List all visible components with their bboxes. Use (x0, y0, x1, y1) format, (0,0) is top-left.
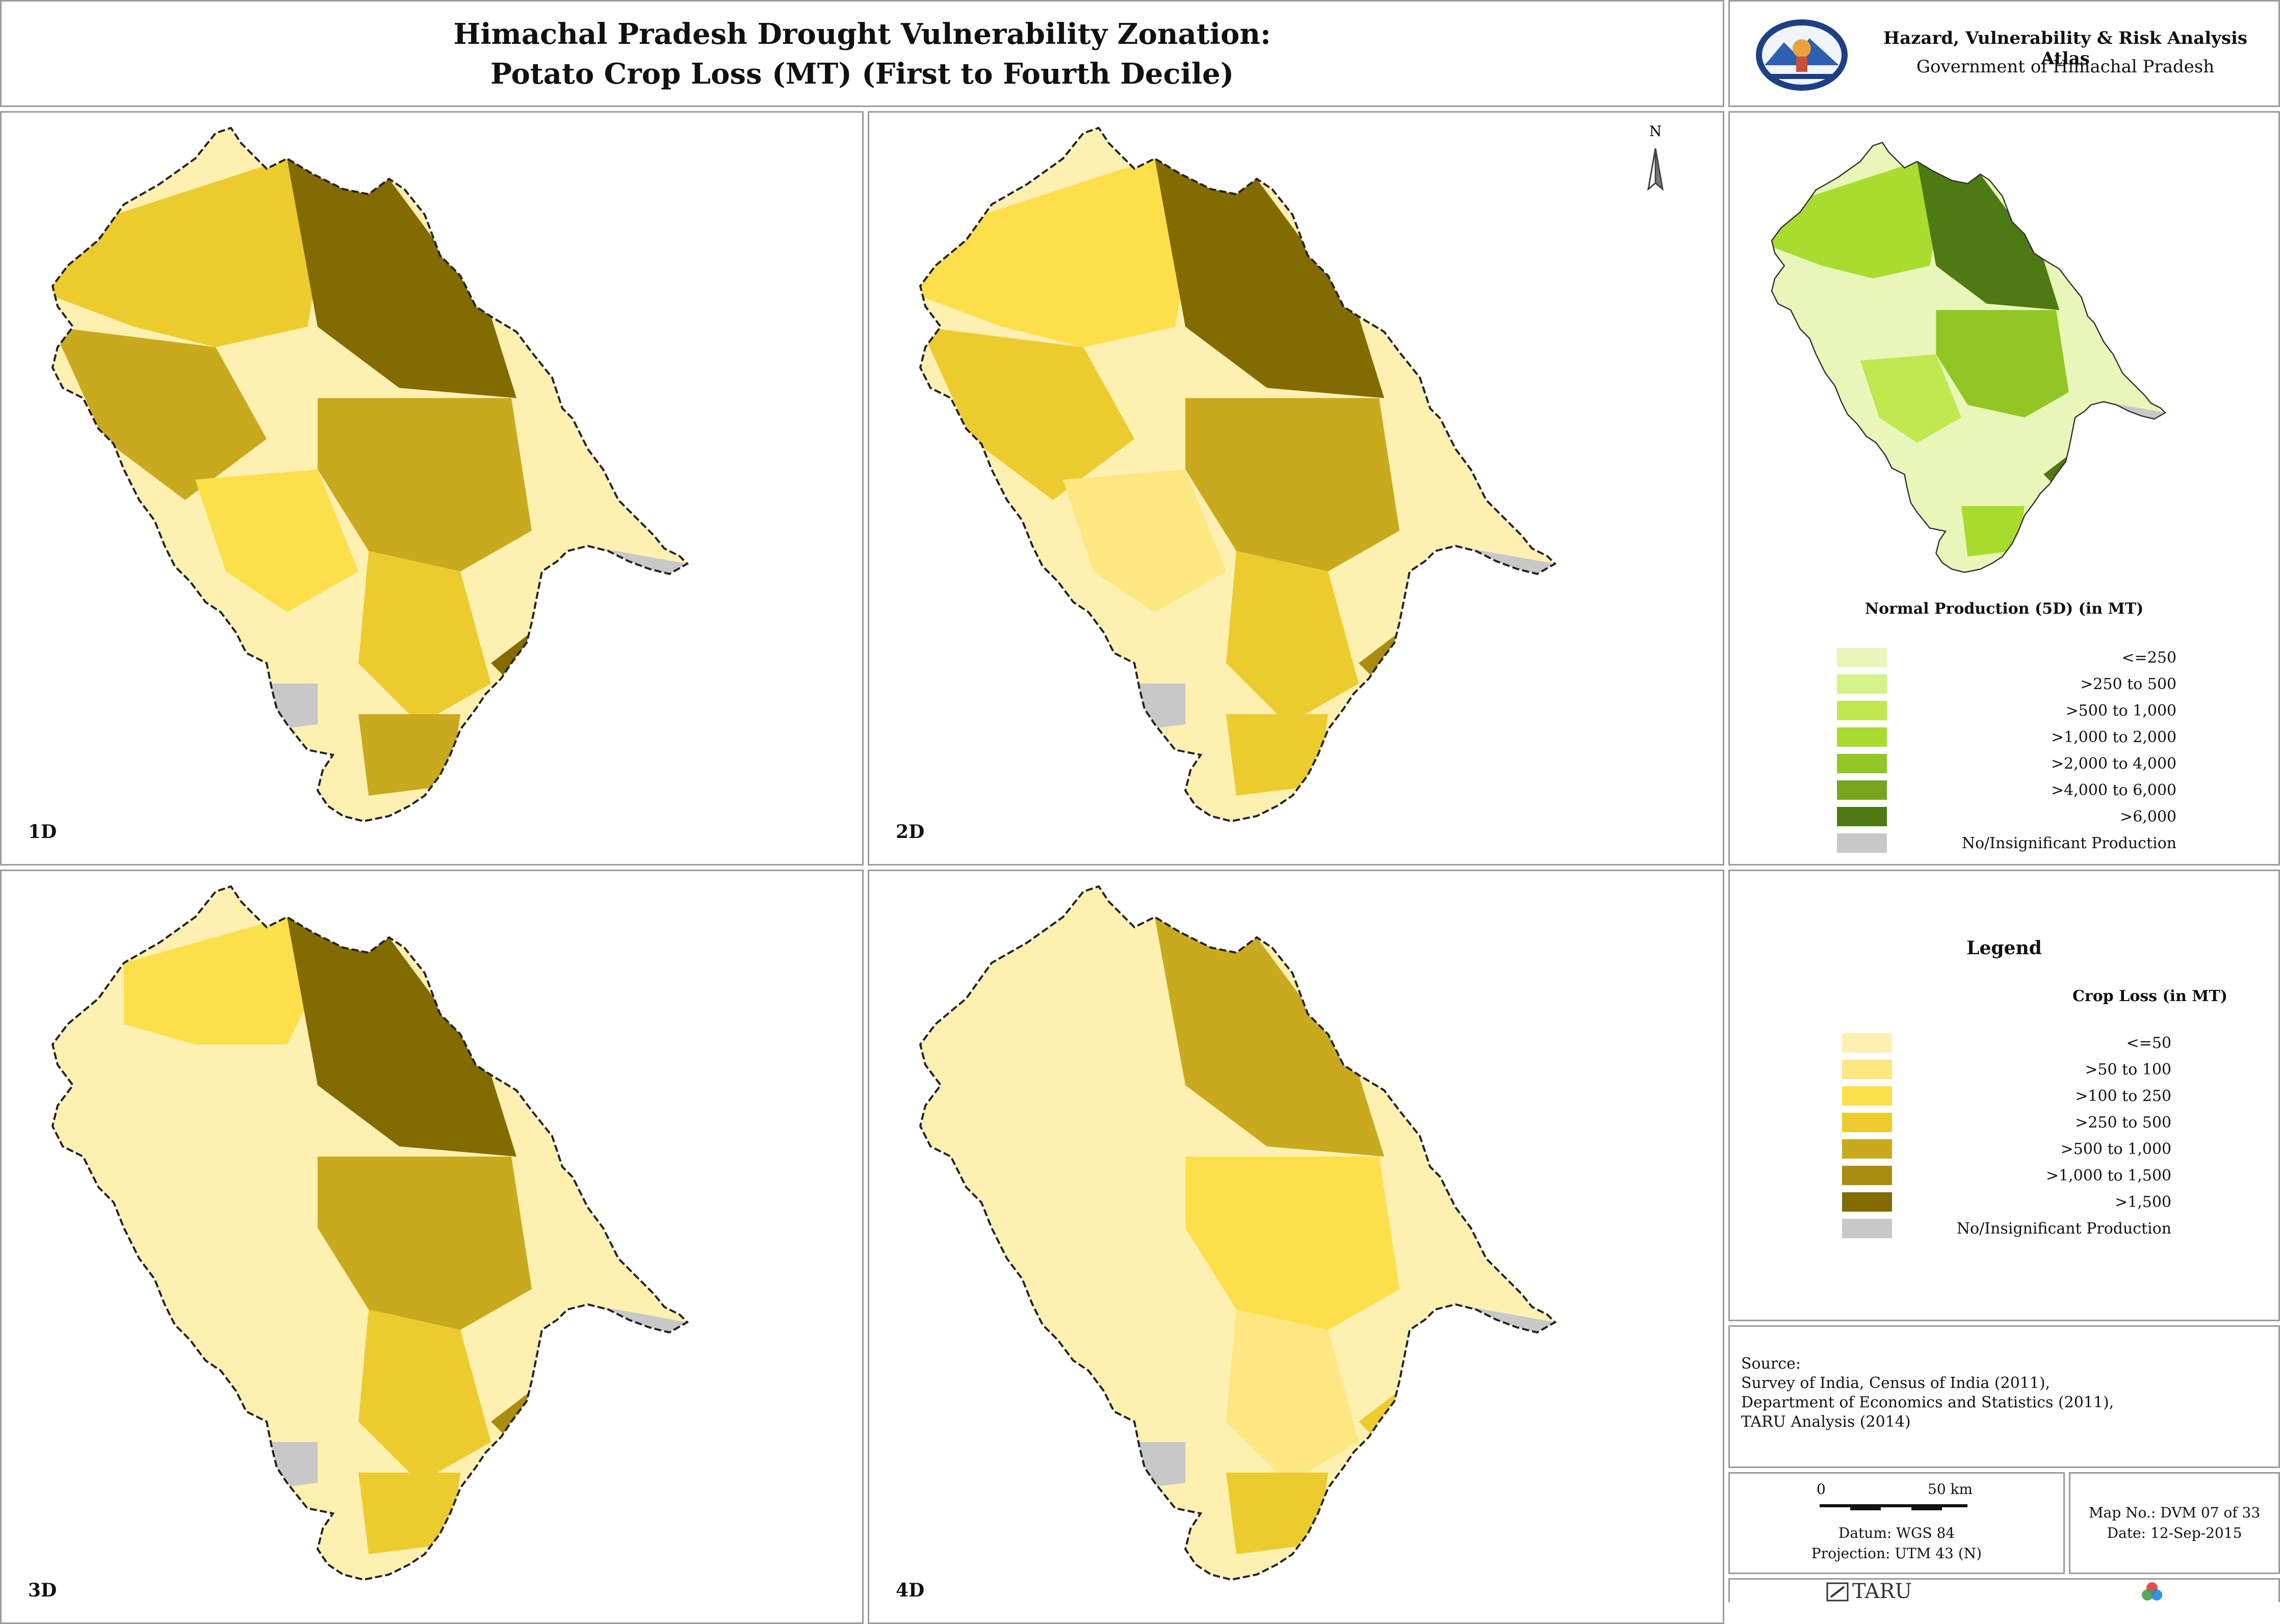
source-line-1: Survey of India, Census of India (2011), (1741, 1374, 2051, 1392)
choropleth-map-1d (51, 127, 688, 822)
map-label-4d: 4D (896, 1580, 925, 1601)
normal-production-legend-swatch (1837, 807, 1887, 826)
crop-loss-legend-label: >1,000 to 1,500 (2045, 1167, 2171, 1185)
government-emblem-icon (1756, 19, 1848, 91)
crop-loss-legend-label: >250 to 500 (2075, 1114, 2171, 1132)
normal-production-legend-label: <=250 (2121, 649, 2177, 667)
atlas-name: Hazard, Vulnerability & Risk Analysis At… (1883, 28, 2248, 69)
normal-production-legend-label: No/Insignificant Production (1961, 834, 2177, 852)
choropleth-map-4d (919, 885, 1556, 1581)
choropleth-map-2d: N (919, 123, 1664, 822)
normal-production-legend-row: <=250 (1730, 648, 2278, 668)
normal-production-legend-row: >500 to 1,000 (1730, 701, 2278, 721)
normal-production-legend-swatch (1837, 780, 1887, 800)
crop-loss-legend-label: >50 to 100 (2085, 1061, 2171, 1079)
normal-production-legend-label: >250 to 500 (2080, 675, 2177, 693)
map-number: Map No.: DVM 07 of 33 (2088, 1504, 2261, 1521)
crop-loss-legend-row: No/Insignificant Production (1730, 1219, 2278, 1239)
normal-production-title: Normal Production (5D) (in MT) (1864, 600, 2144, 618)
normal-production-legend-swatch (1837, 648, 1887, 667)
normal-production-legend-swatch (1837, 701, 1887, 720)
map-panel-2d: N 2D (868, 111, 1724, 866)
normal-production-legend-swatch (1837, 833, 1887, 853)
crop-loss-legend-row: >250 to 500 (1730, 1113, 2278, 1133)
crop-loss-legend-swatch (1842, 1139, 1892, 1159)
source-heading: Source: (1741, 1355, 1801, 1373)
crop-loss-legend-swatch (1842, 1060, 1892, 1079)
normal-production-legend-swatch (1837, 727, 1887, 747)
crop-loss-legend-label: <=50 (2126, 1034, 2171, 1052)
map-date: Date: 12-Sep-2015 (2107, 1525, 2242, 1541)
scale-panel: 0 50 km Datum: WGS 84 Projection: UTM 43… (1728, 1472, 2065, 1574)
map-panel-1d: 1D (0, 111, 864, 866)
normal-production-panel: Normal Production (5D) (in MT) <=250 >250… (1728, 111, 2280, 866)
normal-production-legend-label: >500 to 1,000 (2065, 702, 2177, 720)
map-title-line1: Himachal Pradesh Drought Vulnerability Z… (453, 17, 1271, 51)
datum: Datum: WGS 84 (1838, 1525, 1955, 1541)
choropleth-map-3d (51, 885, 688, 1581)
normal-production-legend-label: >2,000 to 4,000 (2051, 755, 2177, 773)
legend-title: Legend (1966, 937, 2042, 959)
normal-production-legend-row: >250 to 500 (1730, 674, 2278, 695)
crop-loss-legend-label: >1,500 (2114, 1193, 2171, 1211)
map-panel-4d: 4D (868, 870, 1724, 1624)
normal-production-legend-swatch (1837, 754, 1887, 773)
atlas-header-panel: Hazard, Vulnerability & Risk Analysis At… (1728, 0, 2280, 107)
north-label: N (1649, 123, 1662, 140)
taru-logo-icon (1826, 1582, 1849, 1602)
crop-loss-legend-label: >500 to 1,000 (2060, 1140, 2171, 1158)
map-label-1d: 1D (28, 821, 57, 843)
crop-loss-legend-swatch (1842, 1192, 1892, 1212)
crop-loss-legend-row: >500 to 1,000 (1730, 1139, 2278, 1160)
crop-loss-legend-row: >100 to 250 (1730, 1086, 2278, 1107)
crop-loss-legend-swatch (1842, 1113, 1892, 1132)
normal-production-legend-row: >1,000 to 2,000 (1730, 727, 2278, 748)
map-panel-3d: 3D (0, 870, 864, 1624)
normal-production-legend-swatch (1837, 674, 1887, 694)
footer-panel: TARU (1728, 1578, 2280, 1602)
normal-production-legend-row: >2,000 to 4,000 (1730, 754, 2278, 774)
normal-production-legend-row: >4,000 to 6,000 (1730, 780, 2278, 801)
crop-loss-legend: <=50 >50 to 100 >100 to 250 >250 to 500 >500… (1730, 871, 2278, 1320)
scale-end: 50 km (1928, 1481, 1973, 1498)
crop-loss-legend-row: >1,500 (1730, 1192, 2278, 1213)
normal-production-legend-row: >6,000 (1730, 807, 2278, 827)
normal-production-inset-map (1771, 142, 2166, 573)
map-info-panel: Map No.: DVM 07 of 33 Date: 12-Sep-2015 (2069, 1472, 2280, 1574)
taru-brand: TARU (1852, 1580, 1912, 1602)
normal-production-legend-label: >1,000 to 2,000 (2051, 728, 2177, 746)
source-panel: Source: Survey of India, Census of India… (1728, 1325, 2280, 1468)
normal-production-legend-row: No/Insignificant Production (1730, 833, 2278, 854)
source-line-2: Department of Economics and Statistics (… (1741, 1394, 2114, 1411)
normal-production-legend: <=250 >250 to 500 >500 to 1,000 >1,000 to 2… (1730, 113, 2278, 864)
scale-start: 0 (1817, 1481, 1826, 1498)
title-panel: Himachal Pradesh Drought Vulnerability Z… (0, 0, 1724, 107)
projection: Projection: UTM 43 (N) (1811, 1545, 1982, 1562)
legend-panel: Legend Crop Loss (in MT) <=50 >50 to 100 >… (1728, 870, 2280, 1321)
crop-loss-legend-row: >1,000 to 1,500 (1730, 1166, 2278, 1186)
source-line-3: TARU Analysis (2014) (1741, 1413, 1911, 1431)
crop-loss-legend-label: No/Insignificant Production (1956, 1220, 2171, 1238)
atlas-government: Government of Himachal Pradesh (1916, 57, 2215, 77)
crop-loss-legend-swatch (1842, 1166, 1892, 1185)
crop-loss-legend-row: >50 to 100 (1730, 1060, 2278, 1080)
rgb-logo-icon (2142, 1582, 2162, 1601)
crop-loss-legend-swatch (1842, 1033, 1892, 1053)
map-label-2d: 2D (896, 821, 925, 843)
crop-loss-legend-swatch (1842, 1219, 1892, 1238)
map-title-line2: Potato Crop Loss (MT) (First to Fourth D… (490, 57, 1234, 91)
normal-production-legend-label: >6,000 (2119, 808, 2177, 826)
legend-subtitle: Crop Loss (in MT) (2072, 987, 2227, 1005)
north-arrow-icon (1647, 148, 1664, 191)
normal-production-legend-label: >4,000 to 6,000 (2051, 781, 2177, 799)
crop-loss-legend-row: <=50 (1730, 1033, 2278, 1054)
crop-loss-legend-label: >100 to 250 (2075, 1087, 2171, 1105)
crop-loss-legend-swatch (1842, 1086, 1892, 1106)
scale-bar (1820, 1504, 1967, 1510)
map-label-3d: 3D (28, 1580, 57, 1601)
